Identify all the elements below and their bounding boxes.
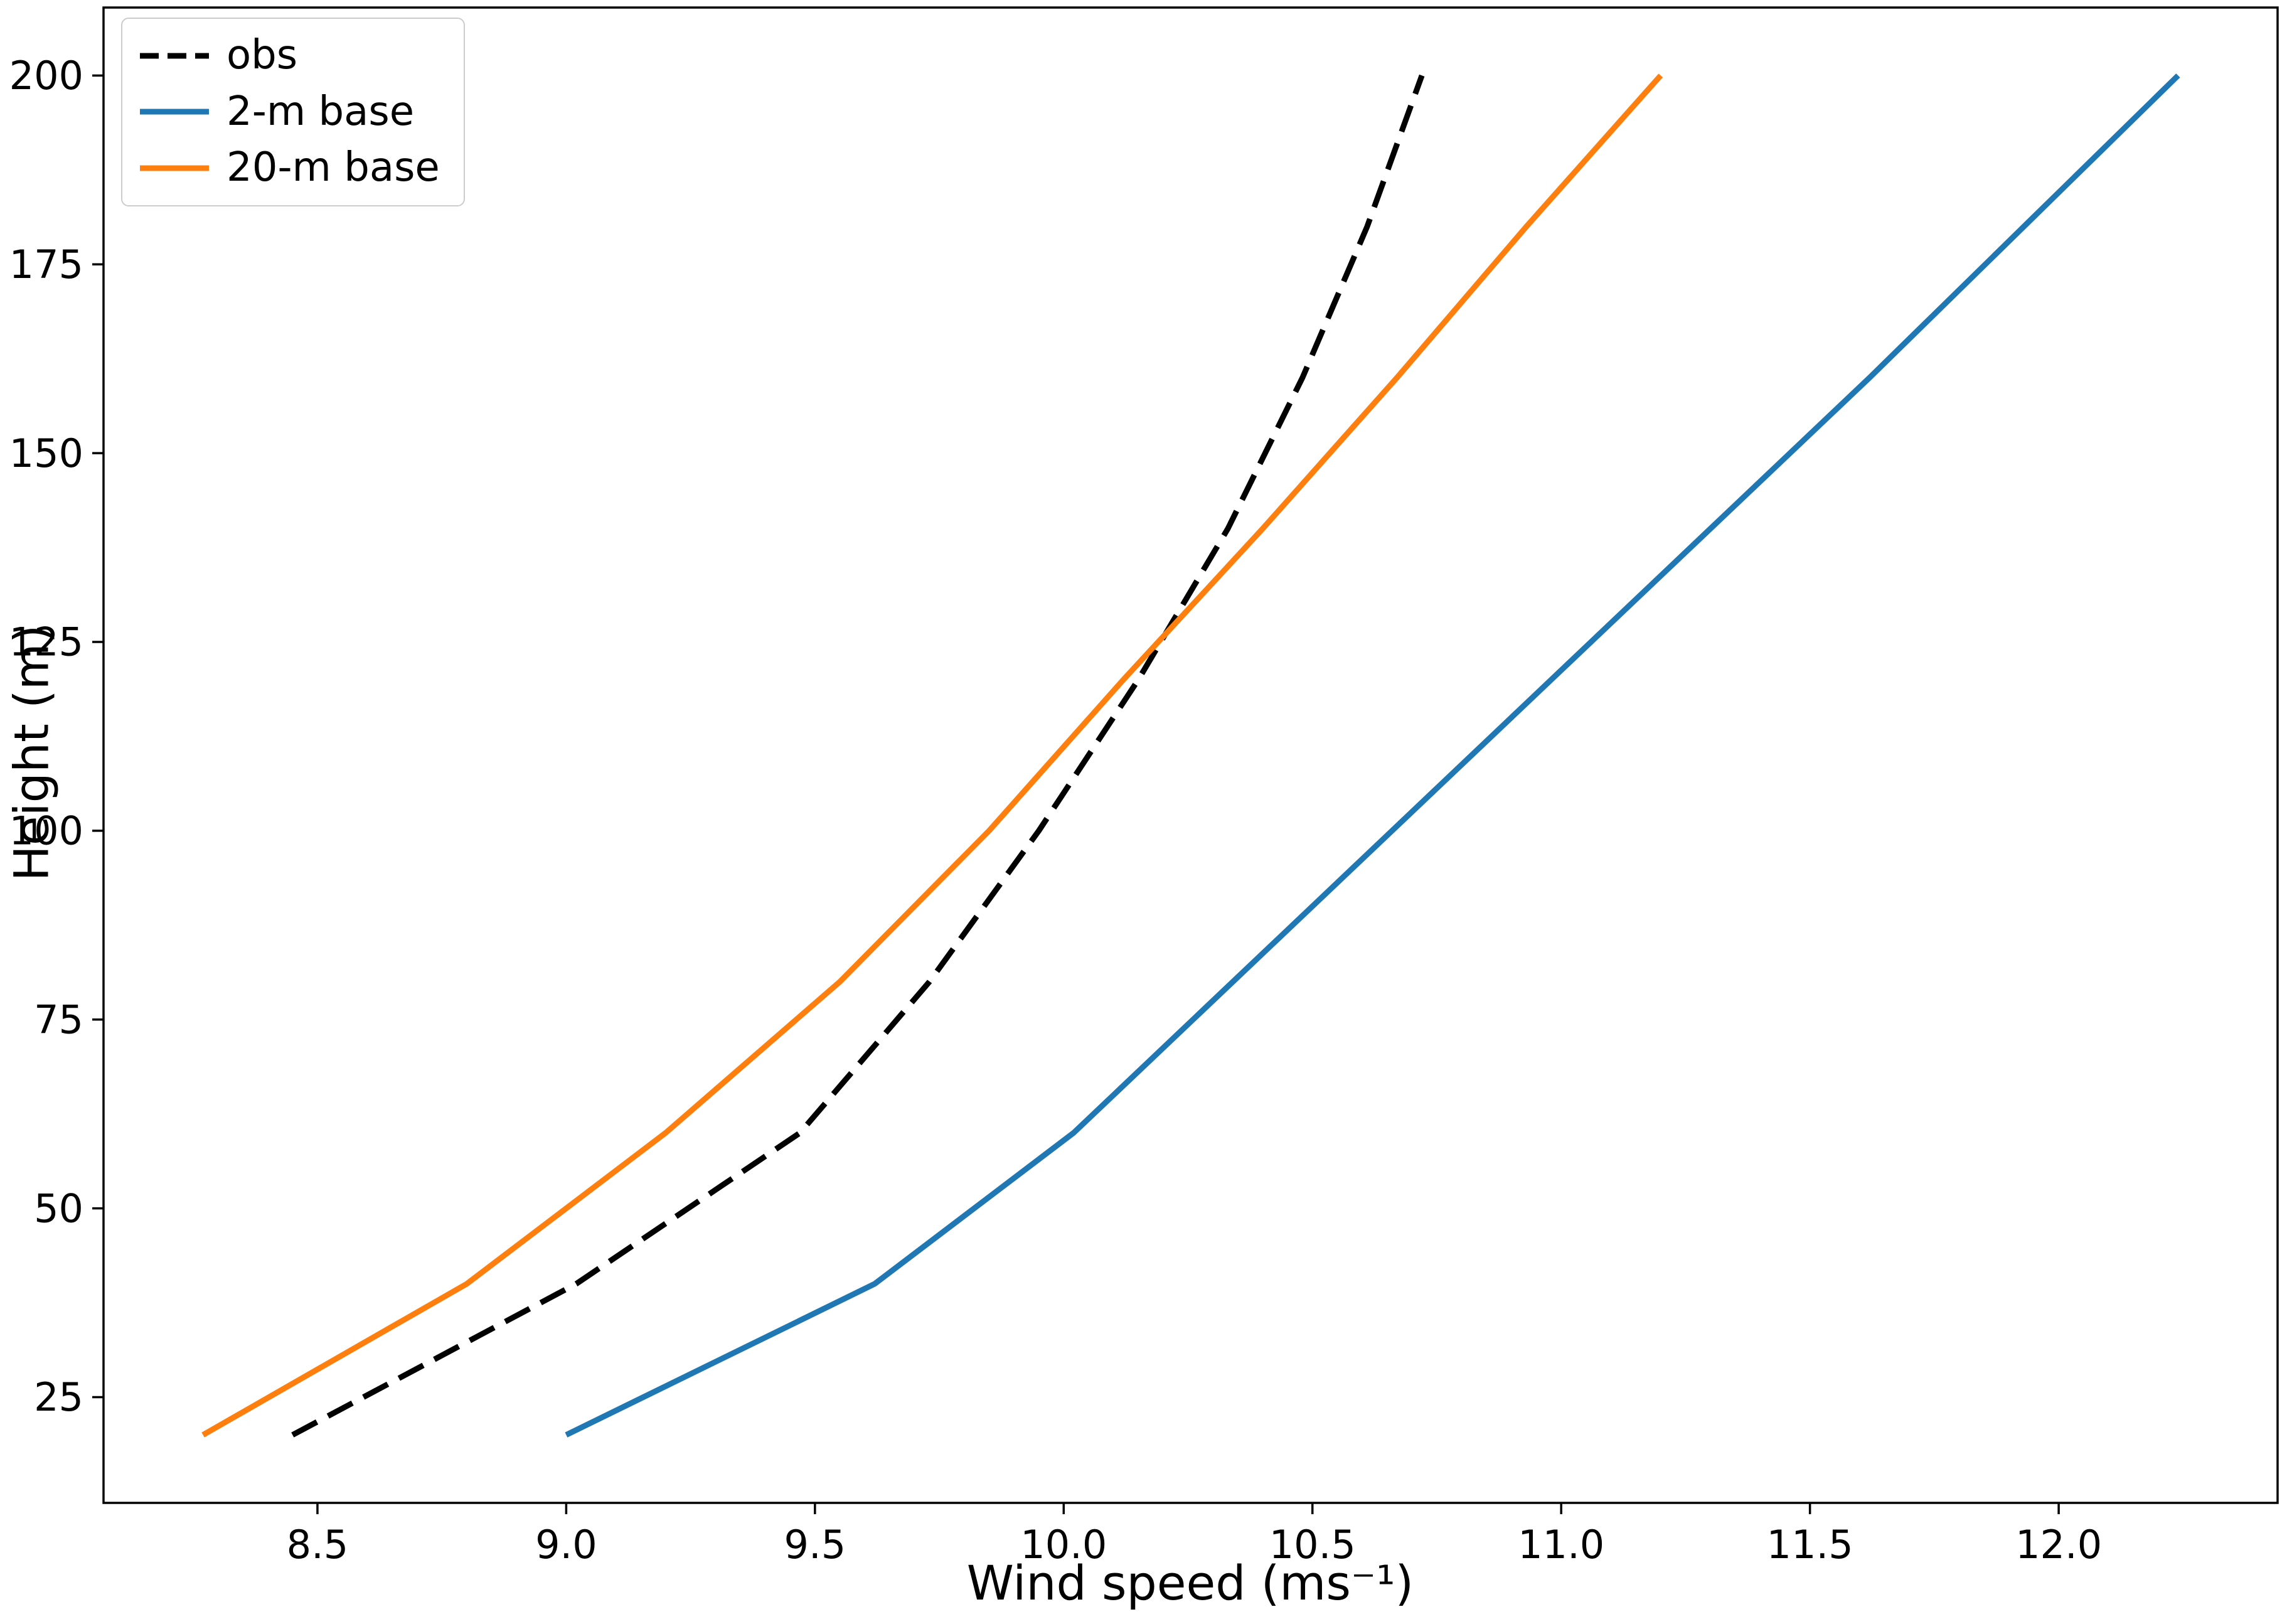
svg-text:200: 200 <box>9 53 83 99</box>
legend-label-2m-base: 2-m base <box>227 88 415 135</box>
legend-line-2m-base <box>140 109 209 115</box>
legend-line-obs <box>140 53 209 59</box>
svg-text:150: 150 <box>9 430 83 476</box>
svg-text:75: 75 <box>34 996 83 1042</box>
legend-item-2m-base: 2-m base <box>140 88 440 136</box>
y-axis-label: Height (m) <box>3 624 60 882</box>
svg-text:10.0: 10.0 <box>1020 1522 1107 1568</box>
svg-text:100: 100 <box>9 808 83 854</box>
svg-text:9.0: 9.0 <box>535 1522 597 1568</box>
svg-text:175: 175 <box>9 242 83 287</box>
svg-text:8.5: 8.5 <box>287 1522 349 1568</box>
legend: obs 2-m base 20-m base <box>121 18 465 206</box>
svg-text:25: 25 <box>34 1374 83 1420</box>
svg-text:9.5: 9.5 <box>784 1522 846 1568</box>
legend-label-20m-base: 20-m base <box>227 144 440 191</box>
x-axis-label: Wind speed (ms⁻¹) <box>966 1555 1414 1611</box>
legend-line-20m-base <box>140 165 209 171</box>
legend-label-obs: obs <box>227 32 298 78</box>
svg-text:125: 125 <box>9 619 83 665</box>
svg-text:10.5: 10.5 <box>1269 1522 1356 1568</box>
svg-text:50: 50 <box>34 1185 83 1231</box>
legend-item-obs: obs <box>140 32 440 79</box>
legend-item-20m-base: 20-m base <box>140 145 440 191</box>
svg-text:11.5: 11.5 <box>1767 1522 1853 1568</box>
svg-text:11.0: 11.0 <box>1518 1522 1604 1568</box>
svg-text:12.0: 12.0 <box>2015 1522 2102 1568</box>
